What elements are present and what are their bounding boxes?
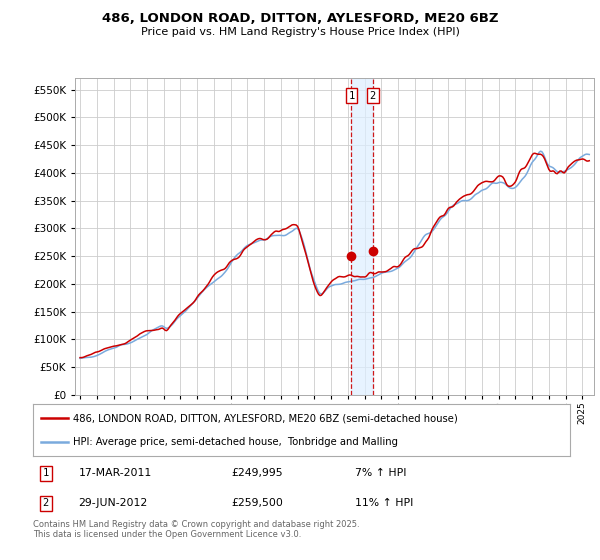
Text: 1: 1 (43, 468, 49, 478)
Text: 486, LONDON ROAD, DITTON, AYLESFORD, ME20 6BZ (semi-detached house): 486, LONDON ROAD, DITTON, AYLESFORD, ME2… (73, 413, 458, 423)
Text: Contains HM Land Registry data © Crown copyright and database right 2025.
This d: Contains HM Land Registry data © Crown c… (33, 520, 359, 539)
Text: Price paid vs. HM Land Registry's House Price Index (HPI): Price paid vs. HM Land Registry's House … (140, 27, 460, 37)
Text: 7% ↑ HPI: 7% ↑ HPI (355, 468, 407, 478)
Text: 486, LONDON ROAD, DITTON, AYLESFORD, ME20 6BZ: 486, LONDON ROAD, DITTON, AYLESFORD, ME2… (102, 12, 498, 25)
Text: 1: 1 (348, 91, 355, 101)
Text: £249,995: £249,995 (232, 468, 283, 478)
Text: 2: 2 (43, 498, 49, 508)
Text: 2: 2 (370, 91, 376, 101)
Text: 29-JUN-2012: 29-JUN-2012 (79, 498, 148, 508)
Bar (352, 78, 373, 395)
Text: 11% ↑ HPI: 11% ↑ HPI (355, 498, 413, 508)
Text: HPI: Average price, semi-detached house,  Tonbridge and Malling: HPI: Average price, semi-detached house,… (73, 437, 398, 447)
Text: 17-MAR-2011: 17-MAR-2011 (79, 468, 152, 478)
Text: £259,500: £259,500 (232, 498, 284, 508)
